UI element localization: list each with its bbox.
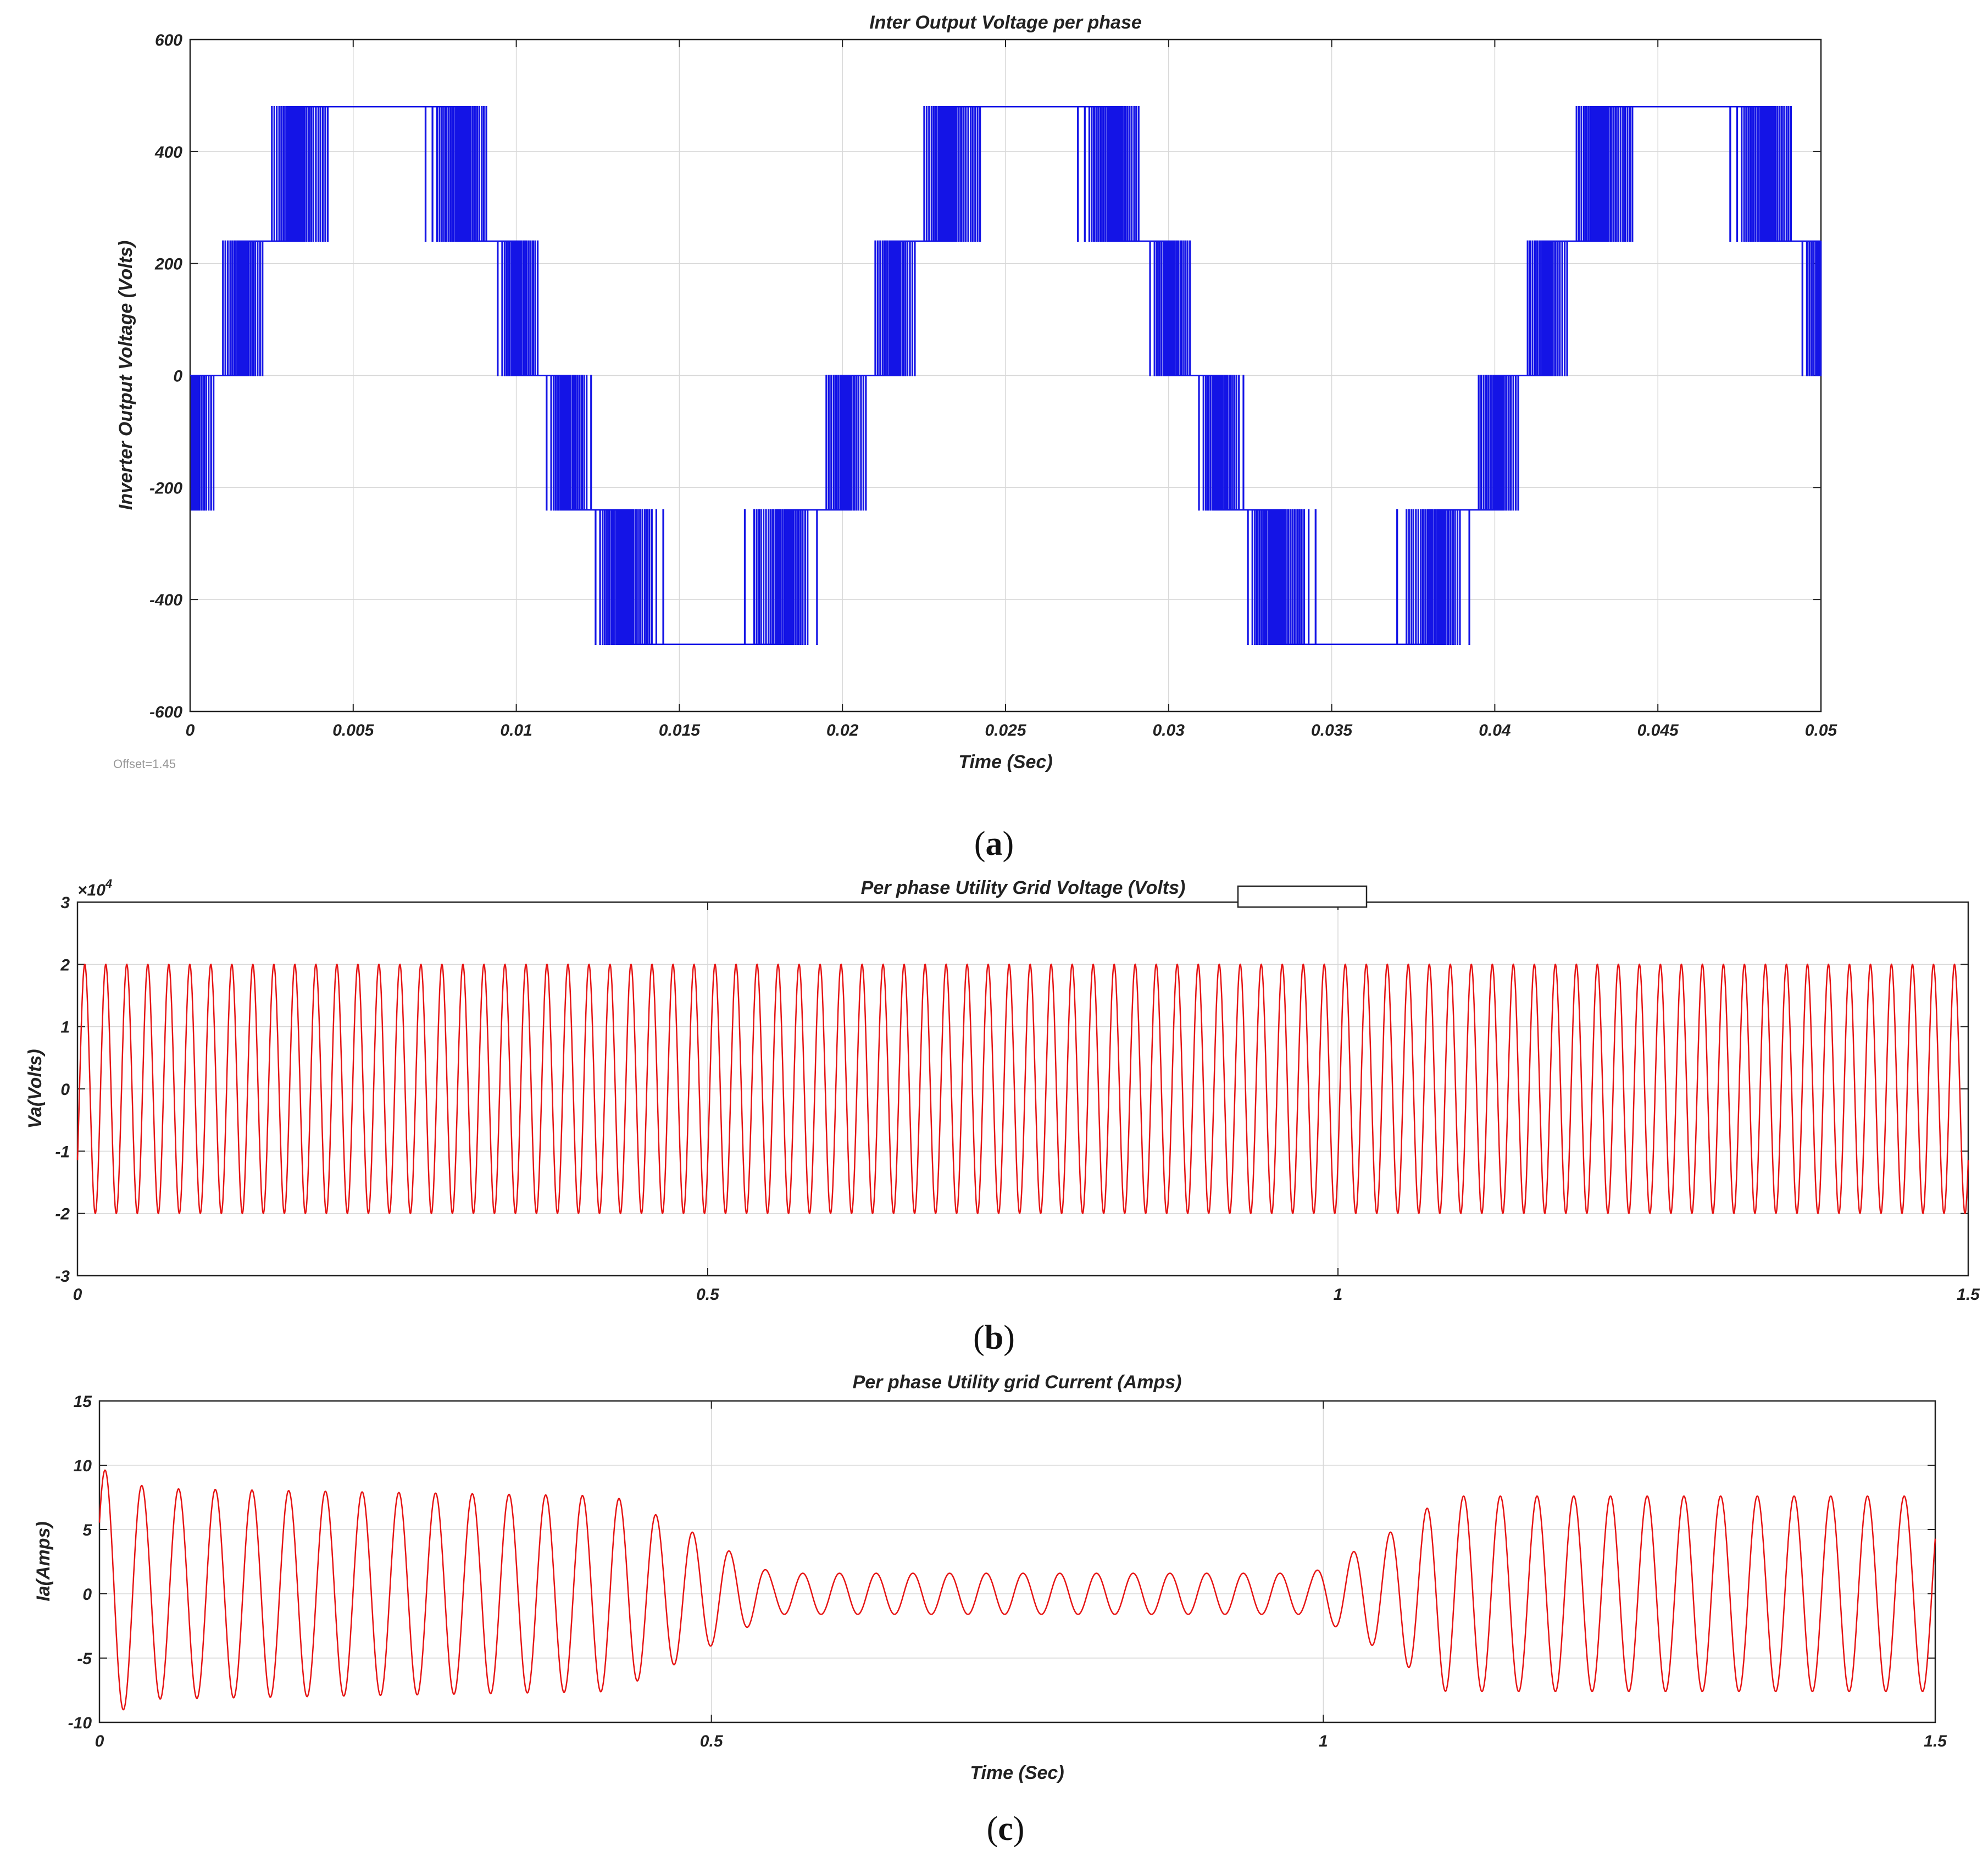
panel-a-xtick-label: 0.02 [826, 721, 859, 739]
panel-b-ytick-label: 0 [60, 1081, 70, 1099]
panel-a-ytick-label: 400 [154, 143, 182, 162]
panel-a-xtick-label: 0.03 [1153, 721, 1185, 739]
panel-a-xtick-label: 0.01 [500, 721, 532, 739]
panel-a-caption-letter: a [986, 825, 1003, 863]
panel-c-ytick-label: 0 [82, 1586, 92, 1604]
panel-b-ytick-label: 2 [60, 956, 70, 974]
panel-c-title: Per phase Utility grid Current (Amps) [853, 1372, 1182, 1393]
panel-a-voltage-series [190, 106, 1822, 645]
panel-b-xtick-label: 0.5 [696, 1286, 720, 1304]
panel-a-xtick-label: 0.015 [659, 721, 701, 739]
panel-c: 0 0.5 1 1.5 -10 -5 0 5 10 15 Per phase Utility gr… [33, 1372, 1947, 1848]
panel-b-ytick-label: -3 [55, 1267, 70, 1286]
panel-a-xtick-label: 0 [186, 721, 195, 739]
panel-a-ytick-label: 600 [155, 31, 182, 49]
panel-c-ticks: 0 0.5 1 1.5 -10 -5 0 5 10 15 [68, 1393, 1948, 1750]
panel-c-xtick-label: 1.5 [1924, 1732, 1947, 1750]
panel-a-ylabel: Inverter Output Voltage (Volts) [115, 241, 136, 510]
panel-c-plot-area [98, 1400, 1936, 1723]
panel-c-grid [99, 1401, 1935, 1722]
panel-a-xtick-label: 0.05 [1805, 721, 1838, 739]
panel-c-ytick-label: 5 [82, 1521, 92, 1539]
panel-b-ylabel: Va(Volts) [25, 1049, 46, 1129]
panel-c-ytick-label: -10 [68, 1714, 92, 1732]
panel-a-xlabel: Time (Sec) [958, 752, 1052, 772]
panel-b-voltage-series [76, 963, 1969, 1215]
panel-c-xtick-label: 1 [1319, 1732, 1328, 1750]
panel-a-ticks: 0 0.005 0.01 0.015 0.02 0.025 0.03 0.035 0.04 0.0… [149, 31, 1838, 739]
panel-b-y-multiplier-exp: 4 [105, 877, 112, 891]
panel-a-xtick-label: 0.04 [1479, 721, 1511, 739]
panel-a-title: Inter Output Voltage per phase [869, 12, 1142, 33]
panel-c-ylabel: Ia(Amps) [33, 1521, 54, 1601]
panel-c-current-series [98, 1469, 1936, 1711]
panel-a-xtick-label: 0.035 [1311, 721, 1353, 739]
panel-a-xtick-label: 0.045 [1637, 721, 1679, 739]
panel-c-xtick-label: 0 [95, 1732, 104, 1750]
panel-b-legend-box [1237, 885, 1368, 908]
panel-b-ytick-label: -1 [55, 1143, 70, 1161]
panel-b-y-multiplier-base: ×10 [77, 881, 105, 899]
panel-a-ytick-label: -400 [149, 591, 182, 609]
panel-a-caption: (a) [974, 825, 1014, 863]
panel-b-caption: (b) [973, 1319, 1015, 1356]
panel-b-xtick-label: 0 [73, 1286, 82, 1304]
panel-b-y-multiplier: ×104 [77, 877, 112, 899]
panel-c-ytick-label: -5 [77, 1650, 92, 1668]
panel-a-xtick-label: 0.005 [332, 721, 374, 739]
panel-a: 0 0.005 0.01 0.015 0.02 0.025 0.03 0.035 0.04 0.0… [113, 12, 1838, 863]
panel-b-ytick-label: -2 [55, 1205, 70, 1224]
panel-b-xtick-label: 1 [1334, 1286, 1343, 1304]
panel-a-xtick-label: 0.025 [985, 721, 1026, 739]
panel-c-ytick-label: 10 [74, 1457, 92, 1475]
panel-c-ytick-label: 15 [74, 1393, 93, 1411]
panel-a-ytick-label: 0 [173, 368, 182, 386]
panel-a-ytick-label: -200 [149, 479, 182, 497]
panel-b-ytick-label: 3 [60, 894, 70, 912]
panel-c-xtick-label: 0.5 [700, 1732, 724, 1750]
panel-c-caption: (c) [987, 1810, 1025, 1848]
panel-a-offset-note: Offset=1.45 [113, 757, 176, 771]
panel-b-ticks: 0 0.5 1 1.5 -3 -2 -1 0 1 2 3 [55, 894, 1980, 1304]
panel-b-xtick-label: 1.5 [1957, 1286, 1980, 1304]
panel-c-caption-letter: c [998, 1810, 1013, 1848]
panel-c-xlabel: Time (Sec) [970, 1762, 1064, 1783]
panel-b-caption-letter: b [985, 1319, 1003, 1356]
panel-b-ytick-label: 1 [60, 1019, 70, 1037]
panel-b-title: Per phase Utility Grid Voltage (Volts) [861, 877, 1186, 898]
panel-a-ytick-label: -600 [149, 703, 182, 721]
panel-b: 0 0.5 1 1.5 -3 -2 -1 0 1 2 3 Per phase Utility Gri… [25, 877, 1980, 1356]
panel-a-ytick-label: 200 [154, 255, 182, 274]
